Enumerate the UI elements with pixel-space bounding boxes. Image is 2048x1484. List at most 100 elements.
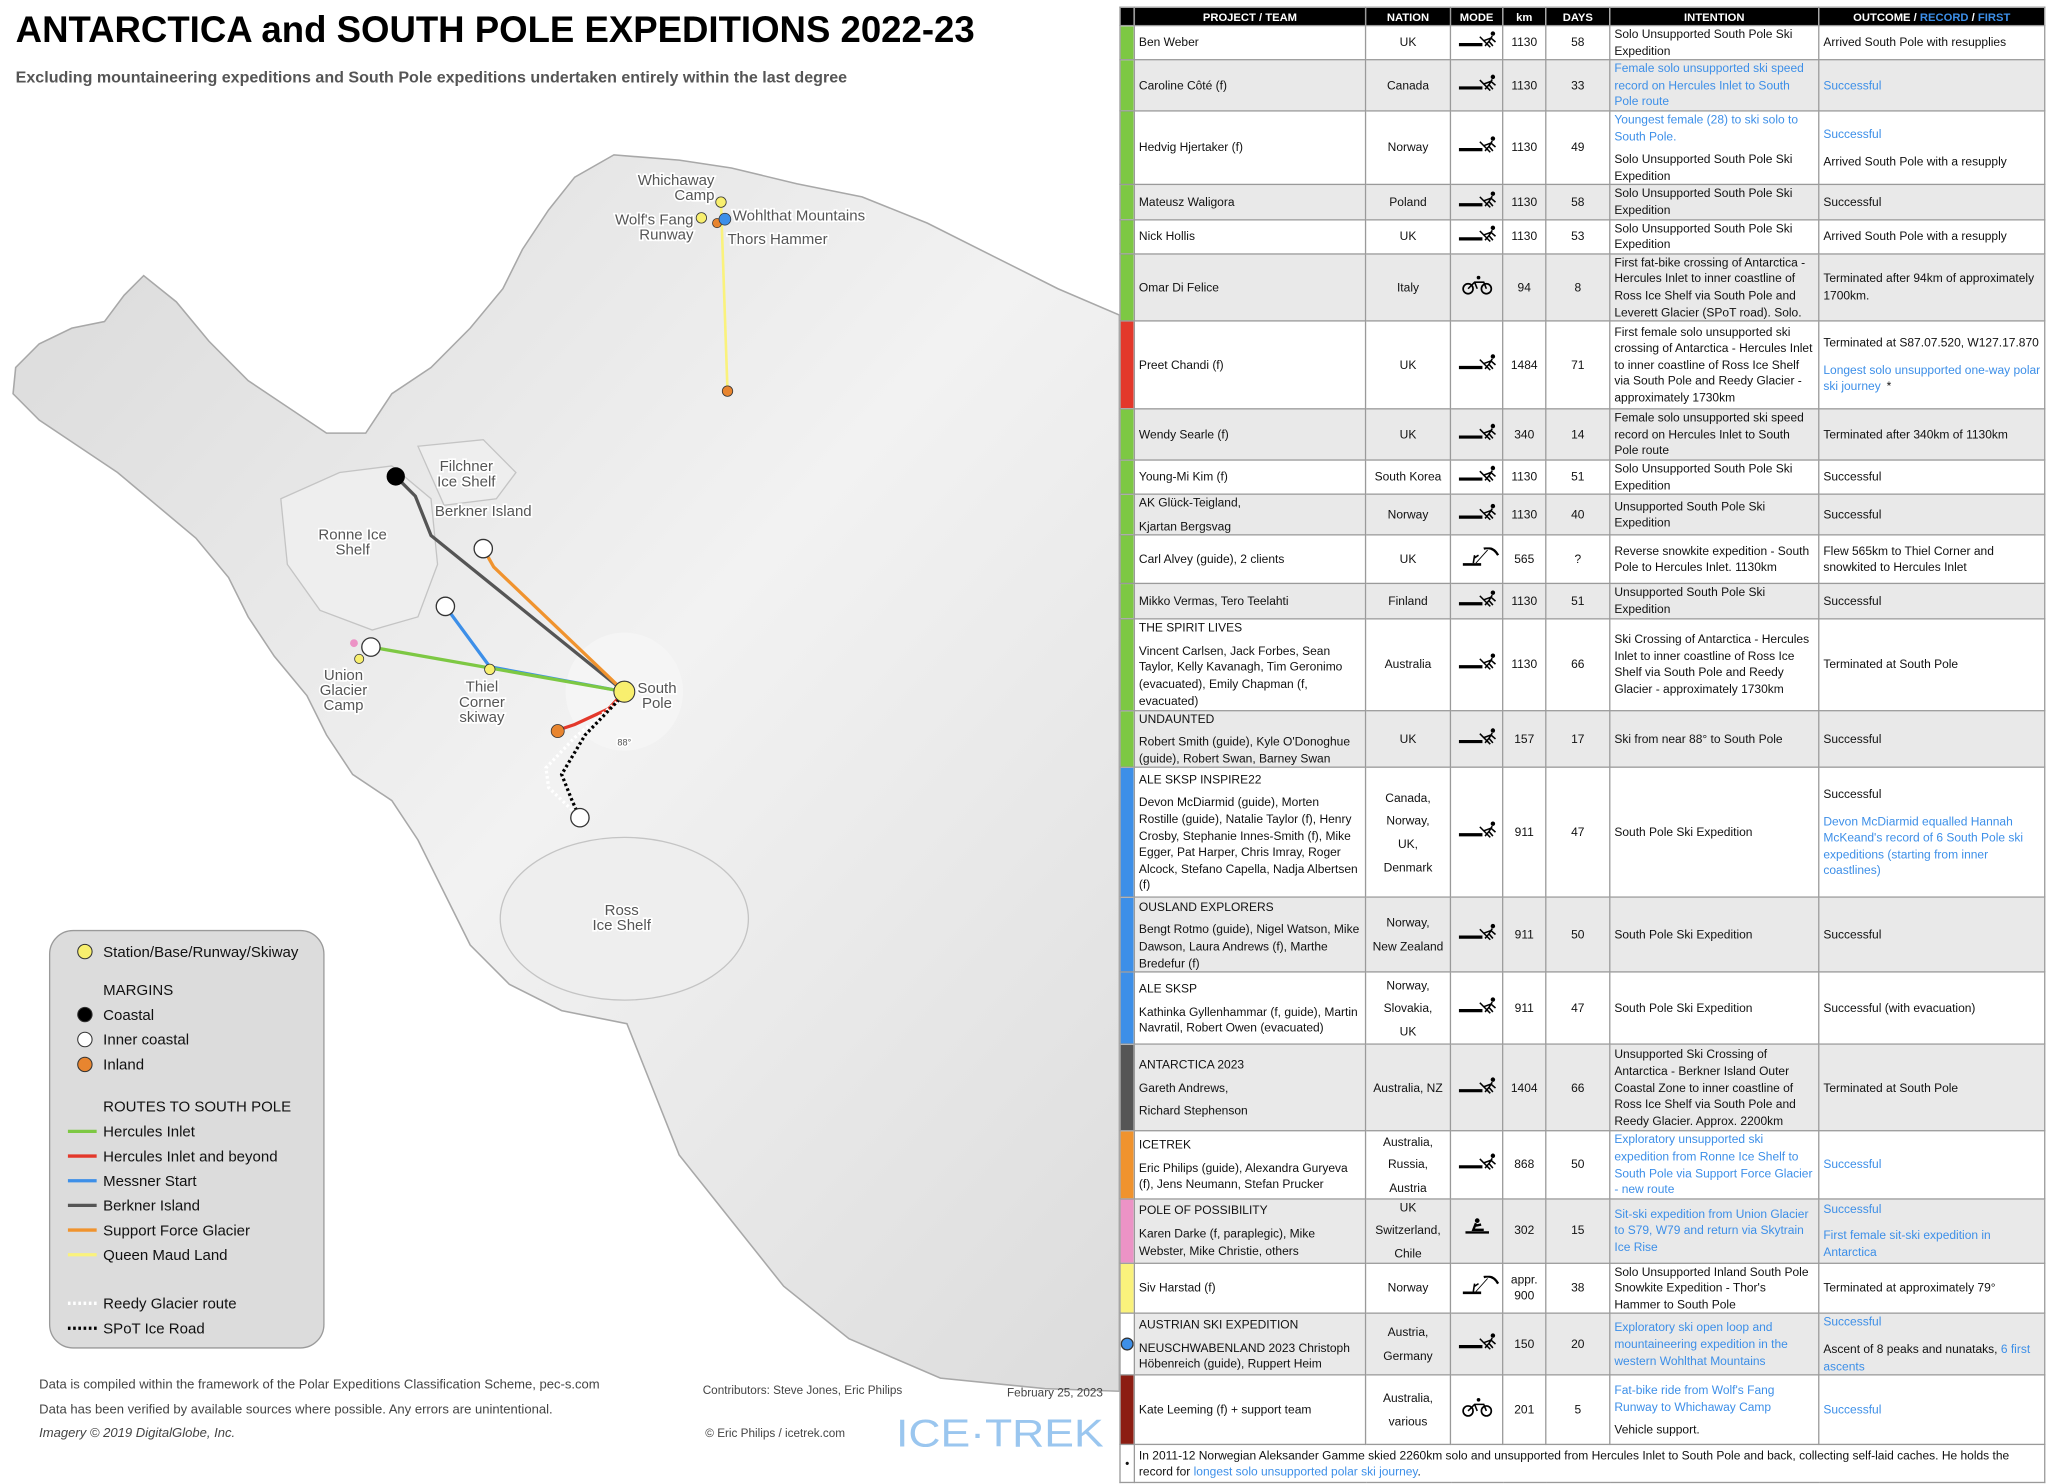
intention-cell: Ski Crossing of Antarctica - Hercules In… — [1609, 617, 1820, 711]
days-cell: 66 — [1545, 1044, 1611, 1132]
imagery-credit: Imagery © 2019 DigitalGlobe, Inc. — [39, 1425, 235, 1440]
cell-text: Wendy Searle (f) — [1138, 427, 1229, 441]
cell-text: 1484 — [1510, 358, 1538, 372]
days-cell: 51 — [1545, 459, 1611, 496]
legend-label: SPoT Ice Road — [103, 1320, 205, 1337]
map-label: Whichaway — [638, 172, 715, 189]
mode-icon — [1458, 997, 1497, 1014]
marker-station — [715, 196, 727, 208]
intention-cell: Solo Unsupported South Pole Ski Expediti… — [1609, 184, 1820, 220]
continent — [12, 154, 1120, 1393]
subtitle: Excluding mountaineering expeditions and… — [16, 69, 847, 87]
nation-cell: Canada, Norway, UK, Denmark — [1364, 767, 1452, 899]
nation-cell: Australia, NZ — [1364, 1044, 1452, 1132]
marker-station — [695, 212, 708, 224]
cell-text: 5 — [1574, 1403, 1582, 1417]
marker-inland — [550, 724, 565, 739]
text-block: ANTARCTICA 2023 — [1139, 1057, 1361, 1074]
text-block: AK Glück-Teigland, — [1139, 496, 1361, 512]
mode-icon — [1462, 1398, 1493, 1417]
intention-cell: Sit-ski expedition from Union Glacier to… — [1609, 1198, 1820, 1264]
project-cell: Preet Chandi (f) — [1133, 320, 1367, 410]
cell-text: 1130 — [1511, 657, 1538, 671]
cell-text: UNDAUNTED — [1138, 712, 1215, 726]
project-cell: Nick Hollis — [1133, 218, 1367, 255]
text-block: UNDAUNTED — [1138, 712, 1361, 728]
project-cell: Omar Di Felice — [1133, 252, 1367, 322]
cell-text: 1130 — [1511, 78, 1538, 92]
project-cell: Hedvig Hjertaker (f) — [1133, 110, 1367, 186]
cell-text: 49 — [1571, 140, 1585, 155]
outcome-cell: Successful Arrived South Pole with a resu… — [1818, 110, 2046, 186]
cell-text: 50 — [1571, 928, 1585, 942]
nation-cell: UK — [1364, 408, 1452, 461]
km-cell: 1484 — [1502, 320, 1547, 410]
nation-cell: Norway, Slovakia, UK — [1364, 971, 1452, 1046]
cell-text: Successful — [1823, 928, 1882, 942]
legend-box — [48, 929, 325, 1349]
cell-text: Mateusz Waligora — [1138, 195, 1235, 209]
km-cell: 565 — [1502, 534, 1547, 585]
project-cell: ALE SKSP Kathinka Gyllenhammar (f, guide)… — [1133, 971, 1367, 1046]
project-cell: AK Glück-Teigland, Kjartan Bergsvag — [1133, 493, 1367, 537]
route-strip — [1119, 184, 1136, 220]
cell-text: UK — [1399, 732, 1417, 746]
km-cell: 911 — [1502, 897, 1547, 974]
cell-text: Chile — [1394, 1246, 1422, 1260]
text-block: OUSLAND EXPLORERS — [1139, 899, 1361, 915]
cell-text: Bengt Rotmo (guide), Nigel Watson, Mike … — [1138, 923, 1360, 970]
text-block: ALE SKSP INSPIRE22 — [1139, 772, 1361, 789]
map-label: Thiel — [466, 679, 499, 696]
cell-text: 20 — [1571, 1337, 1585, 1351]
map-label: Camp — [674, 187, 714, 204]
route-strip — [1119, 459, 1136, 496]
mode-icon — [1458, 590, 1497, 607]
text-block: UK — [1370, 1023, 1446, 1040]
outcome-cell: Successful — [1818, 1130, 2046, 1200]
outcome-cell: Terminated after 94km of approximately 1… — [1818, 252, 2046, 322]
km-cell: 1130 — [1502, 184, 1547, 220]
cell-text: OUTCOME / — [1853, 9, 1920, 23]
cell-text: 51 — [1571, 594, 1585, 608]
mode-icon — [1462, 282, 1474, 295]
mode-icon — [1490, 727, 1496, 733]
intention-cell: Unsupported Ski Crossing of Antarctica -… — [1609, 1044, 1820, 1132]
header-cell: DAYS — [1545, 6, 1611, 27]
legend-title: MARGINS — [103, 982, 173, 999]
mode-cell — [1449, 218, 1504, 255]
footnote-row: • In 2011-12 Norwegian Aleksander Gamme s… — [1119, 1444, 2046, 1484]
text-block: various — [1370, 1413, 1446, 1430]
marker-station — [484, 663, 496, 676]
mode-icon — [1467, 280, 1488, 289]
project-cell: ICETREK Eric Philips (guide), Alexandra G… — [1133, 1130, 1367, 1200]
mode-cell — [1449, 897, 1504, 974]
text-block: First female sit-ski expedition in Antar… — [1823, 1228, 2040, 1261]
mode-icon — [1490, 136, 1496, 142]
table-row: Siv Harstad (f) Norway appr. 900 38 Solo Uns… — [1119, 1262, 2046, 1315]
mode-icon — [1458, 503, 1497, 521]
cell-text: 17 — [1571, 732, 1585, 746]
mode-icon — [1476, 1398, 1481, 1402]
cell-text: Kate Leeming (f) + support team — [1138, 1403, 1312, 1417]
cell-text: 1404 — [1510, 1081, 1538, 1095]
table-row: AK Glück-Teigland, Kjartan Bergsvag Norway… — [1119, 493, 2046, 537]
mode-icon — [1490, 191, 1496, 196]
nation-cell: Canada — [1364, 59, 1452, 112]
cell-text: 53 — [1571, 229, 1585, 243]
route-strip — [1119, 218, 1136, 255]
cell-text: Australia, NZ — [1373, 1081, 1443, 1095]
intention-cell: Unsupported South Pole Ski Expedition — [1609, 493, 1820, 537]
route-strip — [1119, 1312, 1136, 1376]
text-block: Bengt Rotmo (guide), Nigel Watson, Mike … — [1138, 922, 1361, 971]
legend-label: Reedy Glacier route — [103, 1296, 237, 1313]
table-row: ALE SKSP INSPIRE22 Devon McDiarmid (guide… — [1119, 767, 2046, 899]
cell-text: 71 — [1571, 358, 1585, 372]
outcome-cell: Arrived South Pole with resupplies — [1818, 24, 2046, 61]
nation-cell: Australia — [1364, 617, 1452, 711]
highlight-text: Exploratory ski open loop and mountainee… — [1614, 1321, 1788, 1368]
highlight-text: Female solo unsupported ski speed record… — [1614, 61, 1804, 109]
expeditions-table: PROJECT / TEAM NATION MODE km DAYS INTENTION O… — [1119, 6, 2046, 1484]
cell-text: 66 — [1571, 657, 1585, 671]
text-block: Switzerland, — [1370, 1222, 1446, 1239]
project-cell: Carl Alvey (guide), 2 clients — [1133, 534, 1367, 585]
